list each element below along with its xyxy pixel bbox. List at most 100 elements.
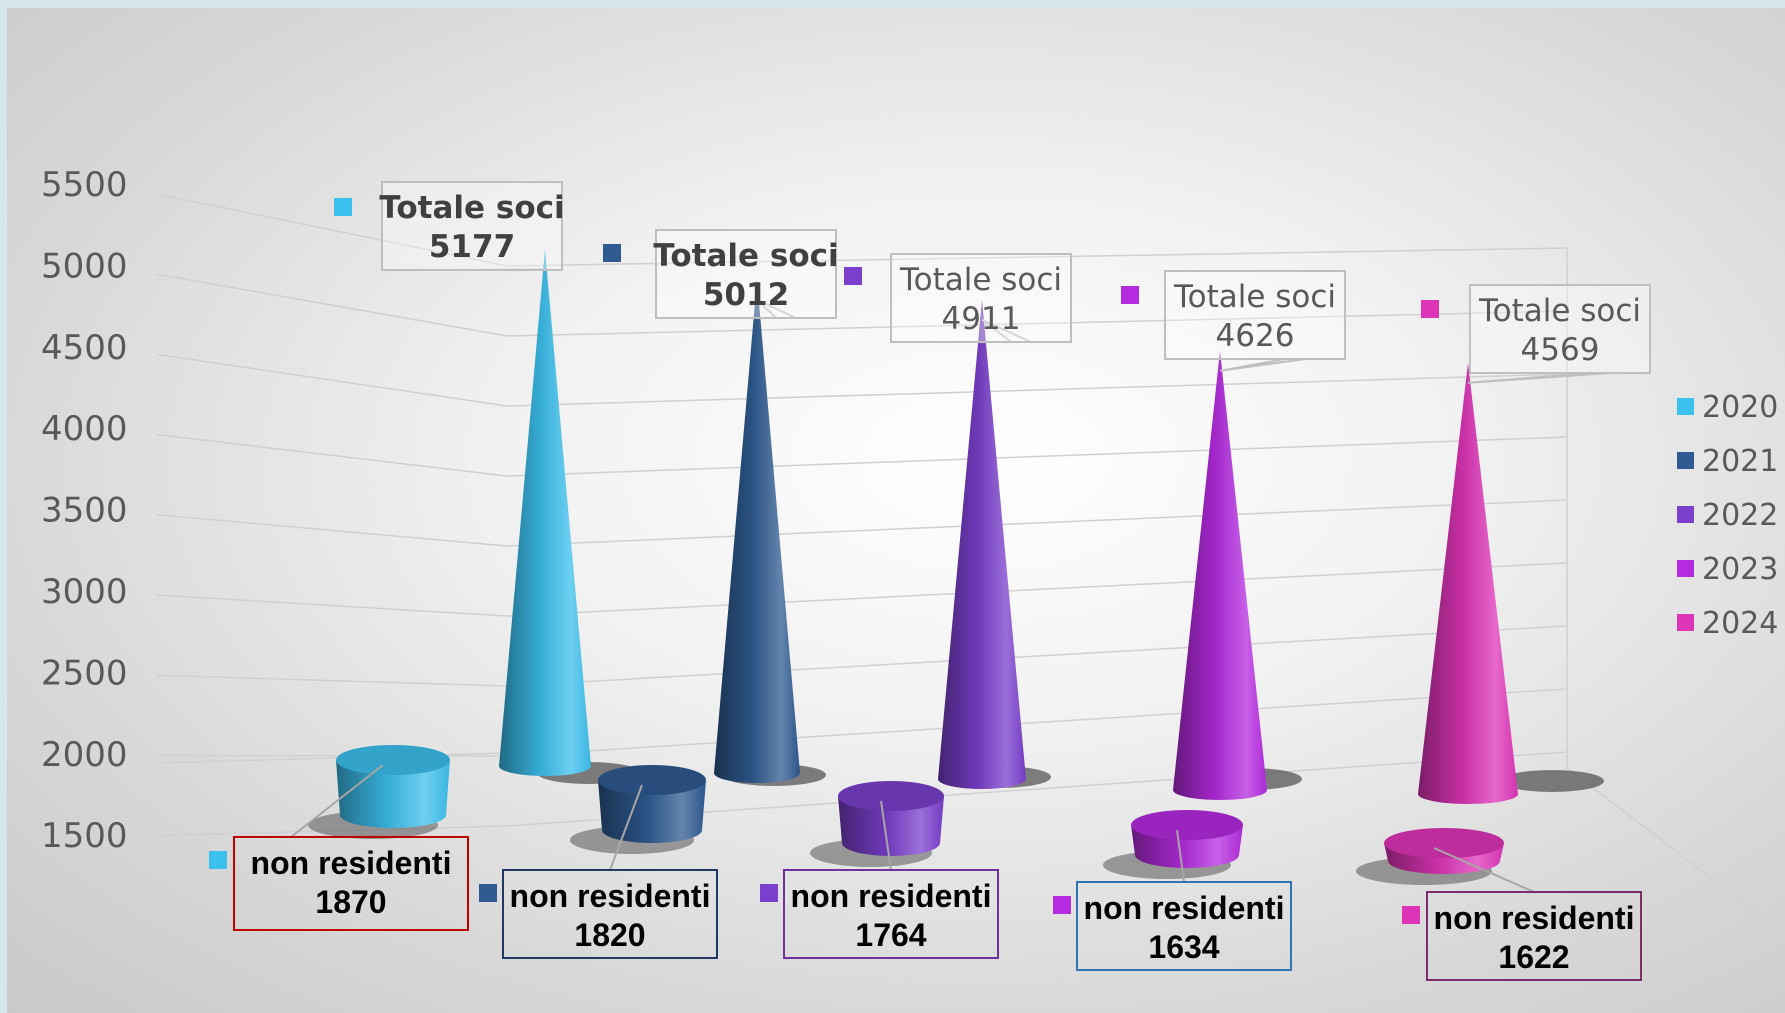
- gridline: [156, 433, 508, 477]
- gridline: [506, 499, 1568, 547]
- legend-swatch: [1677, 506, 1694, 523]
- callout-pointer: [290, 764, 384, 838]
- label-box: [233, 836, 469, 931]
- label-value: 5177: [429, 229, 515, 265]
- cone-body: [938, 299, 1026, 789]
- legend-label: 2021: [1702, 444, 1778, 479]
- gridline: [156, 273, 508, 337]
- gridline: [156, 674, 508, 687]
- legend-item-2020: 2020: [1677, 390, 1778, 425]
- y-tick-label: 4000: [41, 409, 128, 449]
- callout-pointer: [1219, 358, 1306, 372]
- callout-pointer: [756, 298, 797, 319]
- gridline: [506, 247, 1568, 267]
- frustum-top: [1384, 828, 1504, 858]
- cone-chart: 5500 5000 4500 4000 3500 3000 2500 2000 1500 Tot…: [41, 165, 1778, 981]
- y-tick-label: 2000: [41, 735, 128, 775]
- label-title: Totale soci: [1478, 293, 1641, 329]
- frustum-top: [1131, 810, 1243, 840]
- legend-label: 2022: [1702, 498, 1778, 533]
- legend-swatch: [1677, 560, 1694, 577]
- cone-nonresidenti-2023: [1131, 810, 1243, 868]
- label-value: 5012: [703, 277, 789, 313]
- callout-box: [655, 229, 837, 319]
- series-marker: [1053, 896, 1071, 914]
- label-title: Totale soci: [1173, 279, 1336, 315]
- callout-box: [381, 181, 563, 271]
- label-value: 1870: [315, 884, 386, 920]
- series-marker: [479, 884, 497, 902]
- gridline: [156, 193, 508, 267]
- gridline: [156, 752, 508, 764]
- gridline: [1566, 767, 1758, 914]
- cone-body: [499, 249, 591, 777]
- y-tick-label: 5000: [41, 246, 128, 286]
- y-axis: 5500 5000 4500 4000 3500 3000 2500 2000 1500: [41, 165, 128, 856]
- y-tick-label: 3500: [41, 491, 128, 531]
- series-marker: [334, 198, 352, 216]
- y-tick-label: 1500: [41, 816, 128, 856]
- cone-nonresidenti-2020: [336, 745, 450, 828]
- cone-nonresidenti-2022: [838, 781, 944, 856]
- frustum-body: [838, 796, 944, 856]
- series-marker: [760, 884, 778, 902]
- callout-box: [1469, 284, 1651, 374]
- series-marker: [603, 244, 621, 262]
- callout-box: [1164, 270, 1346, 360]
- legend-swatch: [1677, 614, 1694, 631]
- frustum-top: [598, 765, 706, 795]
- frustum-top: [336, 745, 450, 775]
- callout-box: [890, 253, 1072, 343]
- label-title: non residenti: [1084, 890, 1285, 926]
- gridline: [506, 688, 1568, 757]
- legend-swatch: [1677, 398, 1694, 415]
- cone-shadow: [1500, 770, 1604, 792]
- cone-totale-2024: [1418, 362, 1518, 804]
- label-title: Totale soci: [899, 262, 1062, 298]
- y-tick-label: 2500: [41, 653, 128, 693]
- legend-item-2024: 2024: [1677, 606, 1778, 641]
- gridline: [506, 562, 1568, 617]
- label-title: non residenti: [1434, 900, 1635, 936]
- chart-marks: [336, 249, 1518, 874]
- label-value: 1634: [1148, 929, 1219, 965]
- series-marker: [209, 851, 227, 869]
- series-marker: [1421, 300, 1439, 318]
- label-box: [783, 869, 999, 959]
- label-value: 4569: [1521, 332, 1600, 368]
- label-box: [1426, 891, 1642, 981]
- label-value: 1622: [1498, 939, 1569, 975]
- label-box: [1076, 881, 1292, 971]
- label-value: 4626: [1216, 318, 1295, 354]
- gridline: [156, 594, 508, 617]
- cone-body: [1173, 350, 1267, 800]
- gridline: [156, 514, 508, 547]
- frustum-body: [336, 760, 450, 828]
- series-marker: [1121, 286, 1139, 304]
- label-title: non residenti: [791, 878, 992, 914]
- gridline: [506, 310, 1568, 337]
- legend-label: 2023: [1702, 552, 1778, 587]
- cone-totale-2021: [714, 279, 800, 783]
- callout-pointer: [1176, 829, 1185, 883]
- callout-pointer: [981, 318, 1032, 343]
- cone-nonresidenti-2021: [598, 765, 706, 843]
- cone-body: [714, 279, 800, 783]
- frustum-top: [838, 781, 944, 811]
- legend: 2020 2021 2022 2023 2024: [1677, 390, 1778, 641]
- label-value: 1820: [574, 917, 645, 953]
- cone-nonresidenti-2024: [1384, 828, 1504, 874]
- y-tick-label: 4500: [41, 328, 128, 368]
- cone-totale-2020: [499, 249, 591, 777]
- label-title: Totale soci: [653, 238, 838, 274]
- label-value: 1764: [855, 917, 926, 953]
- gridline: [506, 373, 1568, 407]
- legend-item-2022: 2022: [1677, 498, 1778, 533]
- gridline: [156, 754, 508, 757]
